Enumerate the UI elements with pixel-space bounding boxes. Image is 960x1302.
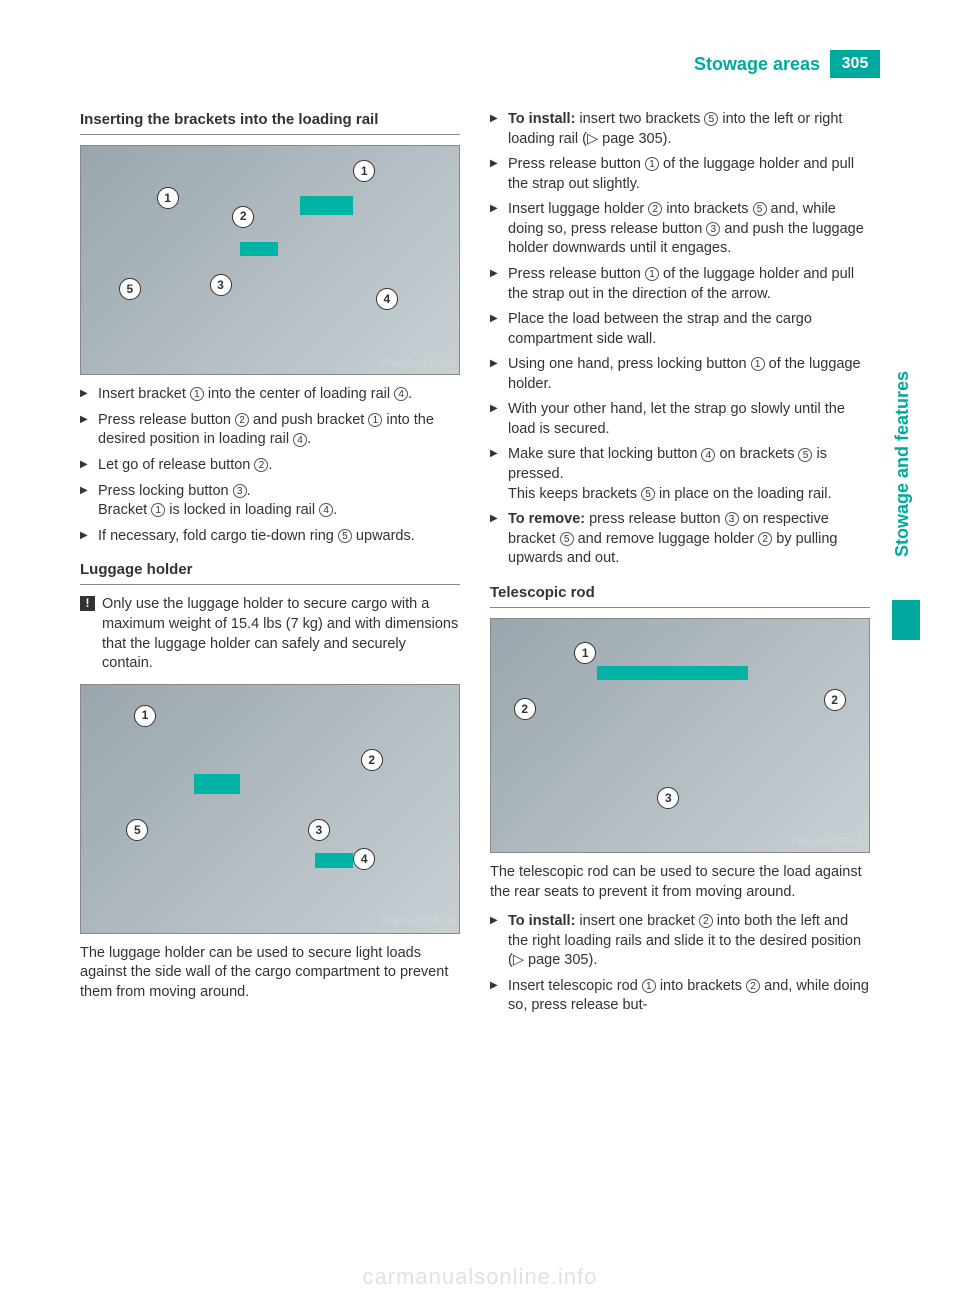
- rule: [80, 134, 460, 135]
- step-item: To install: insert one bracket 2 into bo…: [490, 912, 870, 971]
- watermark: carmanualsonline.info: [0, 1264, 960, 1290]
- rule: [490, 607, 870, 608]
- page-number: 305: [830, 50, 880, 78]
- step-item: To remove: press release button 3 on res…: [490, 510, 870, 569]
- callout-2: 2: [232, 206, 254, 228]
- section-title: Stowage areas: [630, 50, 830, 78]
- body-luggage: The luggage holder can be used to secure…: [80, 944, 460, 1003]
- step-item: Press release button 2 and push bracket …: [80, 411, 460, 450]
- callout-4: 4: [376, 288, 398, 310]
- callout-2: 2: [361, 749, 383, 771]
- accent-arrow: [194, 774, 239, 794]
- callout-3: 3: [210, 274, 232, 296]
- callout-1: 1: [353, 160, 375, 182]
- page-container: Stowage areas 305 Stowage and features I…: [80, 50, 880, 1250]
- step-item: Insert bracket 1 into the center of load…: [80, 385, 460, 405]
- callout-3: 3: [657, 787, 679, 809]
- figure-telescopic: 1 2 2 3 P68.00-6129-31: [490, 618, 870, 853]
- figure-luggage: 1 2 3 4 5 P68.00-6128-31: [80, 684, 460, 934]
- callout-5: 5: [126, 819, 148, 841]
- step-item: Let go of release button 2.: [80, 456, 460, 476]
- step-item: Place the load between the strap and the…: [490, 310, 870, 349]
- step-item: Press release button 1 of the luggage ho…: [490, 265, 870, 304]
- steps-brackets: Insert bracket 1 into the center of load…: [80, 385, 460, 546]
- image-code: P68.00-6129-31: [791, 835, 863, 849]
- callout-5: 5: [119, 278, 141, 300]
- figure-brackets: 1 1 2 3 5 4 P68.00-6127-31: [80, 145, 460, 375]
- accent-arrow: [300, 196, 353, 214]
- left-column: Inserting the brackets into the loading …: [80, 110, 460, 1030]
- step-item: Press locking button 3.Bracket 1 is lock…: [80, 482, 460, 521]
- step-item: Insert telescopic rod 1 into brackets 2 …: [490, 977, 870, 1016]
- step-item: Insert luggage holder 2 into brackets 5 …: [490, 200, 870, 259]
- accent-arrow: [597, 666, 748, 680]
- image-code: P68.00-6127-31: [381, 357, 453, 371]
- callout-1: 1: [134, 705, 156, 727]
- caution-note: Only use the luggage holder to secure ca…: [80, 595, 460, 673]
- page-header: Stowage areas 305: [630, 50, 880, 78]
- heading-brackets: Inserting the brackets into the loading …: [80, 110, 460, 130]
- callout-1: 1: [574, 642, 596, 664]
- callout-1: 1: [157, 187, 179, 209]
- side-tab-block: [892, 600, 920, 640]
- step-item: Press release button 1 of the luggage ho…: [490, 155, 870, 194]
- heading-telescopic: Telescopic rod: [490, 583, 870, 603]
- right-column: To install: insert two brackets 5 into t…: [490, 110, 870, 1030]
- body-telescopic: The telescopic rod can be used to secure…: [490, 863, 870, 902]
- steps-telescopic: To install: insert one bracket 2 into bo…: [490, 912, 870, 1016]
- side-tab: Stowage and features: [892, 320, 920, 640]
- accent-arrow: [315, 853, 353, 868]
- step-item: To install: insert two brackets 5 into t…: [490, 110, 870, 149]
- rule: [80, 584, 460, 585]
- image-code: P68.00-6128-31: [381, 915, 453, 929]
- step-item: With your other hand, let the strap go s…: [490, 400, 870, 439]
- callout-2: 2: [824, 689, 846, 711]
- callout-2: 2: [514, 698, 536, 720]
- accent-arrow: [240, 242, 278, 256]
- side-tab-label: Stowage and features: [892, 320, 920, 600]
- callout-3: 3: [308, 819, 330, 841]
- content-columns: Inserting the brackets into the loading …: [80, 110, 880, 1030]
- callout-4: 4: [353, 848, 375, 870]
- step-item: Make sure that locking button 4 on brack…: [490, 445, 870, 504]
- step-item: Using one hand, press locking button 1 o…: [490, 355, 870, 394]
- step-item: If necessary, fold cargo tie-down ring 5…: [80, 527, 460, 547]
- steps-luggage-install: To install: insert two brackets 5 into t…: [490, 110, 870, 569]
- heading-luggage: Luggage holder: [80, 560, 460, 580]
